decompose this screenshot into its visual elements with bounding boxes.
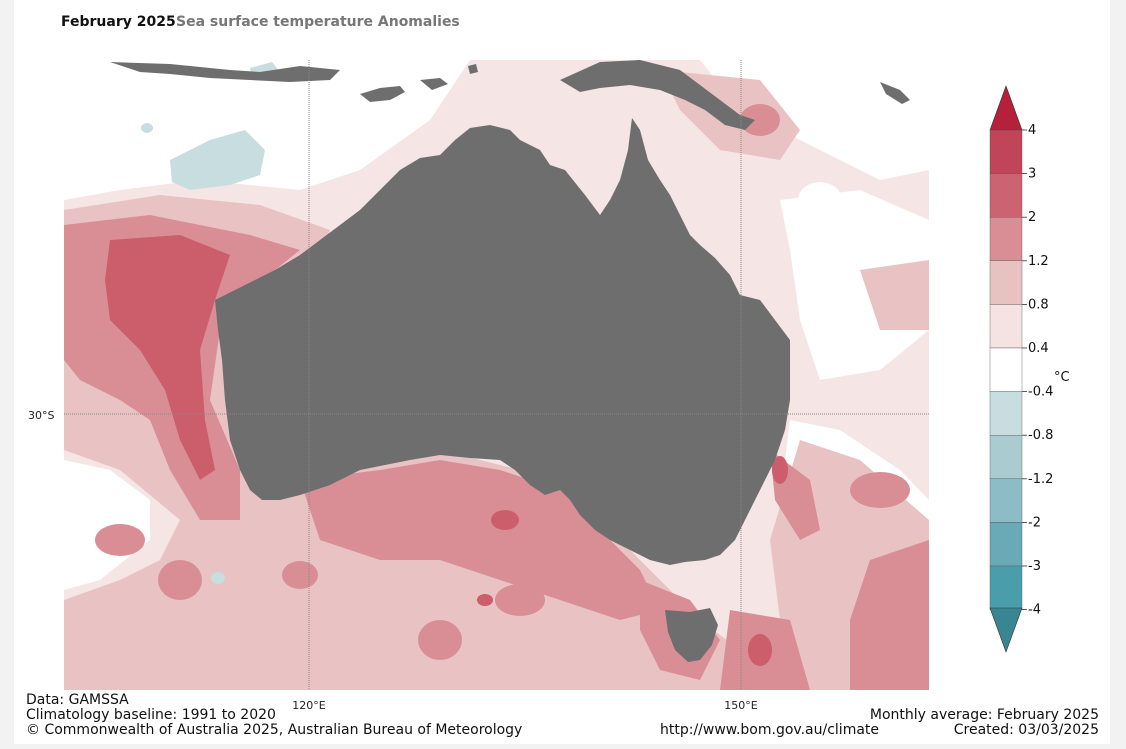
map-title: February 2025: [61, 14, 176, 30]
map-subtitle: Sea surface temperature Anomalies: [176, 14, 460, 30]
colorbar-over-triangle: [989, 85, 1023, 131]
colorbar-under-triangle: [989, 607, 1023, 653]
colorbar-bin: [989, 347, 1023, 392]
colorbar-label: 0.4: [1028, 341, 1049, 356]
colorbar-bin: [989, 304, 1023, 349]
map-area: [64, 60, 929, 690]
colorbar-bin: [989, 173, 1023, 218]
colorbar-unit: °C: [1054, 370, 1070, 385]
land-australia: [215, 118, 790, 565]
colorbar-label: -4: [1028, 603, 1041, 618]
colorbar-label: -3: [1028, 559, 1041, 574]
land-new-guinea: [560, 60, 755, 130]
colorbar-bin: [989, 565, 1023, 610]
lon-label-120e: 120°E: [292, 699, 325, 712]
graticule: [64, 60, 929, 690]
colorbar-label: 1.2: [1028, 254, 1049, 269]
colorbar-bin: [989, 435, 1023, 480]
colorbar-bin: [989, 522, 1023, 567]
land-indonesia: [110, 62, 340, 82]
colorbar-label: 0.8: [1028, 297, 1049, 312]
colorbar-labels: 4 3 2 1.2 0.8 0.4 -0.4 -0.8 -1.2 -2 -3 -4: [1022, 123, 1053, 618]
colorbar-bins: [989, 129, 1023, 610]
monthly-average-period: Monthly average: February 2025: [869, 707, 1099, 723]
colorbar-label: -1.2: [1028, 472, 1053, 487]
bom-url-link[interactable]: http://www.bom.gov.au/climate: [660, 722, 880, 738]
lon-label-150e: 150°E: [724, 699, 757, 712]
strong-anomaly-regions: [105, 235, 788, 666]
colorbar: 4 3 2 1.2 0.8 0.4 -0.4 -0.8 -1.2 -2 -3 -4 °C: [989, 85, 1070, 653]
colorbar-bin: [989, 478, 1023, 523]
colorbar-label: 4: [1028, 123, 1036, 138]
created-date: Created: 03/03/2025: [953, 722, 1099, 738]
colorbar-label: 3: [1028, 167, 1036, 182]
colorbar-bin: [989, 216, 1023, 261]
climatology-baseline: Climatology baseline: 1991 to 2020: [26, 707, 276, 723]
colorbar-bin: [989, 391, 1023, 436]
colorbar-label: 2: [1028, 210, 1036, 225]
colorbar-label: -2: [1028, 515, 1041, 530]
colorbar-bin: [989, 129, 1023, 174]
colorbar-bin: [989, 260, 1023, 305]
land-masses: [110, 60, 910, 662]
colorbar-label: -0.4: [1028, 385, 1053, 400]
lat-label-30s: 30°S: [28, 409, 54, 422]
copyright-notice: © Commonwealth of Australia 2025, Austra…: [26, 722, 523, 738]
data-source: Data: GAMSSA: [26, 692, 129, 708]
land-tasmania: [665, 608, 718, 662]
colorbar-label: -0.8: [1028, 428, 1053, 443]
